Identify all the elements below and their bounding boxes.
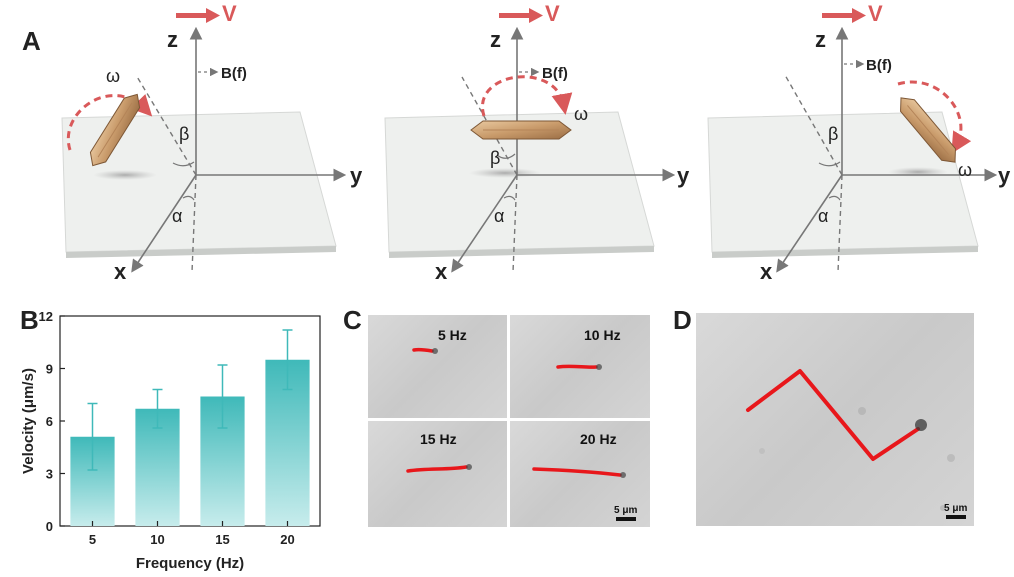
panel-label-c: C xyxy=(343,305,362,335)
particle xyxy=(620,472,626,478)
microrod-3 xyxy=(900,97,956,163)
trajectory-path xyxy=(532,467,622,477)
y-tick-label: 9 xyxy=(46,362,53,377)
velocity-bar-chart: 0 3 6 9 12 5 10 15 20 Velocity (μm/s) Frequency … xyxy=(20,309,321,572)
beta-label: β xyxy=(490,148,500,168)
field-label: B(f) xyxy=(542,65,568,82)
trajectory-cell-15hz: 15 Hz xyxy=(368,421,507,527)
schematic-2: z y x V B(f) ω β α xyxy=(384,1,690,284)
microrod-2 xyxy=(470,120,572,140)
x-axis-label: x xyxy=(435,259,448,284)
x-axis-label: x xyxy=(760,259,773,284)
frequency-label: 20 Hz xyxy=(580,431,617,447)
scale-bar: 5 μm xyxy=(614,505,637,521)
x-tick-label: 10 xyxy=(150,532,164,547)
frequency-label: 15 Hz xyxy=(420,431,457,447)
velocity-label: V xyxy=(868,1,883,26)
panel-label-b: B xyxy=(20,305,39,335)
schematic-1: z y x V B(f) ω β α xyxy=(61,1,363,284)
alpha-label: α xyxy=(172,206,182,226)
trajectory-path xyxy=(556,364,598,369)
z-axis-label: z xyxy=(167,27,178,52)
y-axis-label: y xyxy=(677,163,690,188)
particle xyxy=(466,464,472,470)
omega-label: ω xyxy=(106,66,120,86)
omega-label: ω xyxy=(958,160,972,180)
y-tick-label: 12 xyxy=(39,309,53,324)
microrod-1 xyxy=(89,93,141,167)
field-label: B(f) xyxy=(221,65,247,82)
zigzag-trajectory-image: 5 μm xyxy=(696,313,974,526)
schematic-3: z y x V B(f) ω β α xyxy=(707,1,1011,284)
y-axis-label: y xyxy=(350,163,363,188)
trajectory-path xyxy=(412,347,434,353)
alpha-label: α xyxy=(494,206,504,226)
y-axis-title: Velocity (μm/s) xyxy=(20,368,37,474)
z-axis-label: z xyxy=(490,27,501,52)
field-label: B(f) xyxy=(866,57,892,74)
particle xyxy=(432,348,438,354)
velocity-label: V xyxy=(545,1,560,26)
rotation-schematic: z y x V B(f) ω β α z y x V B(f) ω β xyxy=(61,1,1011,284)
velocity-label: V xyxy=(222,1,237,26)
trajectory-path xyxy=(746,369,920,461)
trajectory-cell-5hz: 5 Hz xyxy=(368,315,507,418)
x-tick-label: 20 xyxy=(280,532,294,547)
x-axis-label: x xyxy=(114,259,127,284)
panel-label-d: D xyxy=(673,305,692,335)
omega-label: ω xyxy=(574,104,588,124)
trajectory-path xyxy=(406,465,468,473)
y-axis-label: y xyxy=(998,163,1011,188)
particle xyxy=(915,419,927,431)
z-axis-label: z xyxy=(815,27,826,52)
frequency-label: 5 Hz xyxy=(438,327,467,343)
particle xyxy=(596,364,602,370)
y-tick-label: 6 xyxy=(46,414,53,429)
trajectory-cell-20hz: 20 Hz 5 μm xyxy=(510,421,650,527)
beta-label: β xyxy=(828,124,838,144)
alpha-label: α xyxy=(818,206,828,226)
frequency-label: 10 Hz xyxy=(584,327,621,343)
x-tick-label: 15 xyxy=(215,532,229,547)
beta-label: β xyxy=(179,124,189,144)
x-axis-title: Frequency (Hz) xyxy=(136,555,244,572)
x-tick-label: 5 xyxy=(89,532,96,547)
y-tick-label: 0 xyxy=(46,519,53,534)
panel-label-a: A xyxy=(22,26,41,56)
trajectory-cell-10hz: 10 Hz xyxy=(510,315,650,418)
scale-bar: 5 μm xyxy=(944,503,967,519)
y-tick-label: 3 xyxy=(46,467,53,482)
